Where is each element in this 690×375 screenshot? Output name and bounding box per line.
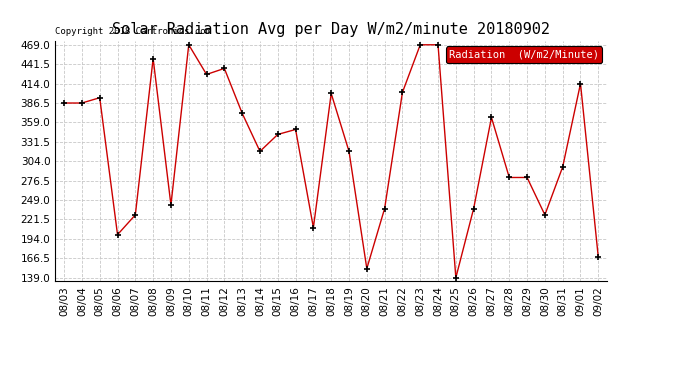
Text: Copyright 2018 Cartronics.com: Copyright 2018 Cartronics.com (55, 27, 211, 36)
Legend: Radiation  (W/m2/Minute): Radiation (W/m2/Minute) (446, 46, 602, 63)
Title: Solar Radiation Avg per Day W/m2/minute 20180902: Solar Radiation Avg per Day W/m2/minute … (112, 22, 550, 37)
